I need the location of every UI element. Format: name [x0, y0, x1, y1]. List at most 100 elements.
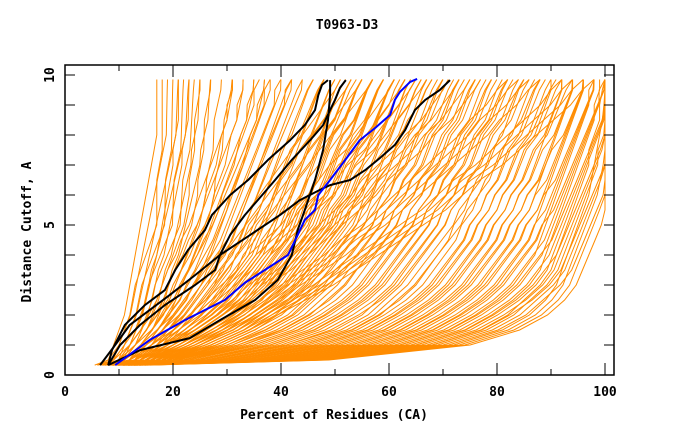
y-axis-ticks: 0 5 10: [43, 67, 614, 379]
other-model-curve: [132, 79, 606, 366]
other-model-curve: [113, 79, 509, 366]
other-model-curve: [117, 79, 265, 366]
y-axis-label: Distance Cutoff, A: [20, 161, 35, 302]
other-model-curve: [128, 79, 476, 366]
x-tick-label: 40: [273, 385, 289, 400]
plot-frame: [64, 64, 615, 376]
other-model-curve: [106, 79, 179, 366]
other-model-curve: [128, 79, 584, 366]
other-model-curve: [111, 79, 190, 366]
other-model-curve: [117, 79, 325, 366]
other-model-curve: [131, 79, 595, 366]
other-model-curve: [128, 79, 546, 366]
other-model-curve: [136, 79, 573, 366]
highlighted-curve-black-2: [107, 79, 347, 366]
other-model-curve: [97, 79, 201, 366]
highlighted-curve-black-1: [107, 79, 329, 366]
other-model-curve: [118, 79, 493, 366]
other-model-curve: [118, 79, 519, 366]
other-model-curve: [134, 79, 595, 366]
other-model-curve: [118, 79, 455, 366]
other-model-curve: [129, 79, 584, 366]
other-model-curve: [138, 79, 595, 366]
other-model-curve: [107, 79, 282, 366]
other-model-curve: [120, 79, 422, 366]
other-model-curve: [136, 79, 606, 366]
other-model-curve: [149, 79, 606, 366]
other-model-curve: [127, 79, 584, 366]
other-model-curve: [123, 79, 519, 366]
other-model-curve: [136, 79, 584, 366]
other-model-curve: [130, 79, 492, 366]
other-model-curve: [113, 79, 406, 366]
other-model-curve: [130, 79, 508, 366]
other-model-curve: [116, 79, 460, 366]
other-model-curve: [122, 79, 373, 366]
y-tick-label: 10: [43, 67, 58, 83]
other-model-curve: [102, 79, 271, 366]
other-model-curve: [117, 79, 303, 366]
other-model-curve: [121, 79, 487, 366]
other-model-curve: [128, 79, 481, 366]
other-model-curve: [123, 79, 471, 366]
other-model-curve: [115, 79, 411, 366]
other-model-curve: [126, 79, 552, 366]
other-model-curve: [118, 79, 460, 366]
other-model-curve: [97, 79, 179, 366]
other-model-curve: [124, 79, 574, 366]
x-axis-label: Percent of Residues (CA): [240, 408, 428, 423]
other-model-curve: [123, 79, 573, 366]
other-model-curve: [102, 79, 168, 366]
other-model-curve: [133, 79, 595, 366]
other-model-curve: [108, 79, 395, 366]
other-model-curve: [118, 79, 422, 366]
highlighted-curve-black-4: [99, 79, 451, 366]
other-model-curve: [123, 79, 536, 366]
other-model-curve: [112, 79, 255, 366]
other-model-curve: [102, 79, 233, 366]
other-model-curve: [133, 79, 541, 366]
other-model-curve: [116, 79, 476, 366]
y-tick-label: 5: [43, 221, 58, 229]
other-model-curve: [117, 79, 417, 366]
other-model-curve: [133, 79, 557, 366]
other-model-curve: [118, 79, 563, 366]
other-model-curve: [128, 79, 541, 366]
other-model-curve: [110, 79, 336, 366]
other-model-curve: [134, 79, 584, 366]
x-tick-label: 80: [489, 385, 505, 400]
other-model-curve: [113, 79, 449, 366]
other-model-curve: [118, 79, 525, 366]
other-model-curve: [131, 79, 563, 366]
other-model-curve: [97, 79, 158, 366]
other-model-curve: [123, 79, 530, 366]
x-tick-label: 60: [381, 385, 397, 400]
x-tick-label: 20: [165, 385, 181, 400]
other-model-curve: [123, 79, 503, 366]
other-model-curve: [141, 79, 606, 366]
other-model-curve: [107, 79, 244, 366]
other-model-curve: [133, 79, 525, 366]
chart-title: T0963-D3: [316, 18, 379, 33]
other-model-curve: [135, 79, 606, 366]
other-model-curve: [112, 79, 352, 366]
other-model-curve: [129, 79, 601, 366]
other-model-curve: [124, 79, 563, 366]
other-model-curve: [129, 79, 595, 366]
other-model-curve: [121, 79, 471, 366]
x-tick-label: 0: [61, 385, 69, 400]
other-model-curve: [138, 79, 606, 366]
other-model-curve: [128, 79, 530, 366]
highlighted-models-curves: [99, 77, 451, 367]
other-model-curve: [129, 79, 573, 366]
other-model-curve: [118, 79, 509, 366]
other-model-curve: [128, 79, 460, 366]
other-model-curve: [134, 79, 606, 366]
other-model-curve: [125, 79, 433, 366]
x-axis-ticks: 0 20 40 60 80 100: [61, 65, 617, 400]
other-model-curve: [109, 79, 282, 366]
other-model-curve: [131, 79, 573, 366]
other-model-curve: [113, 79, 444, 366]
other-models-curves: [94, 79, 606, 366]
